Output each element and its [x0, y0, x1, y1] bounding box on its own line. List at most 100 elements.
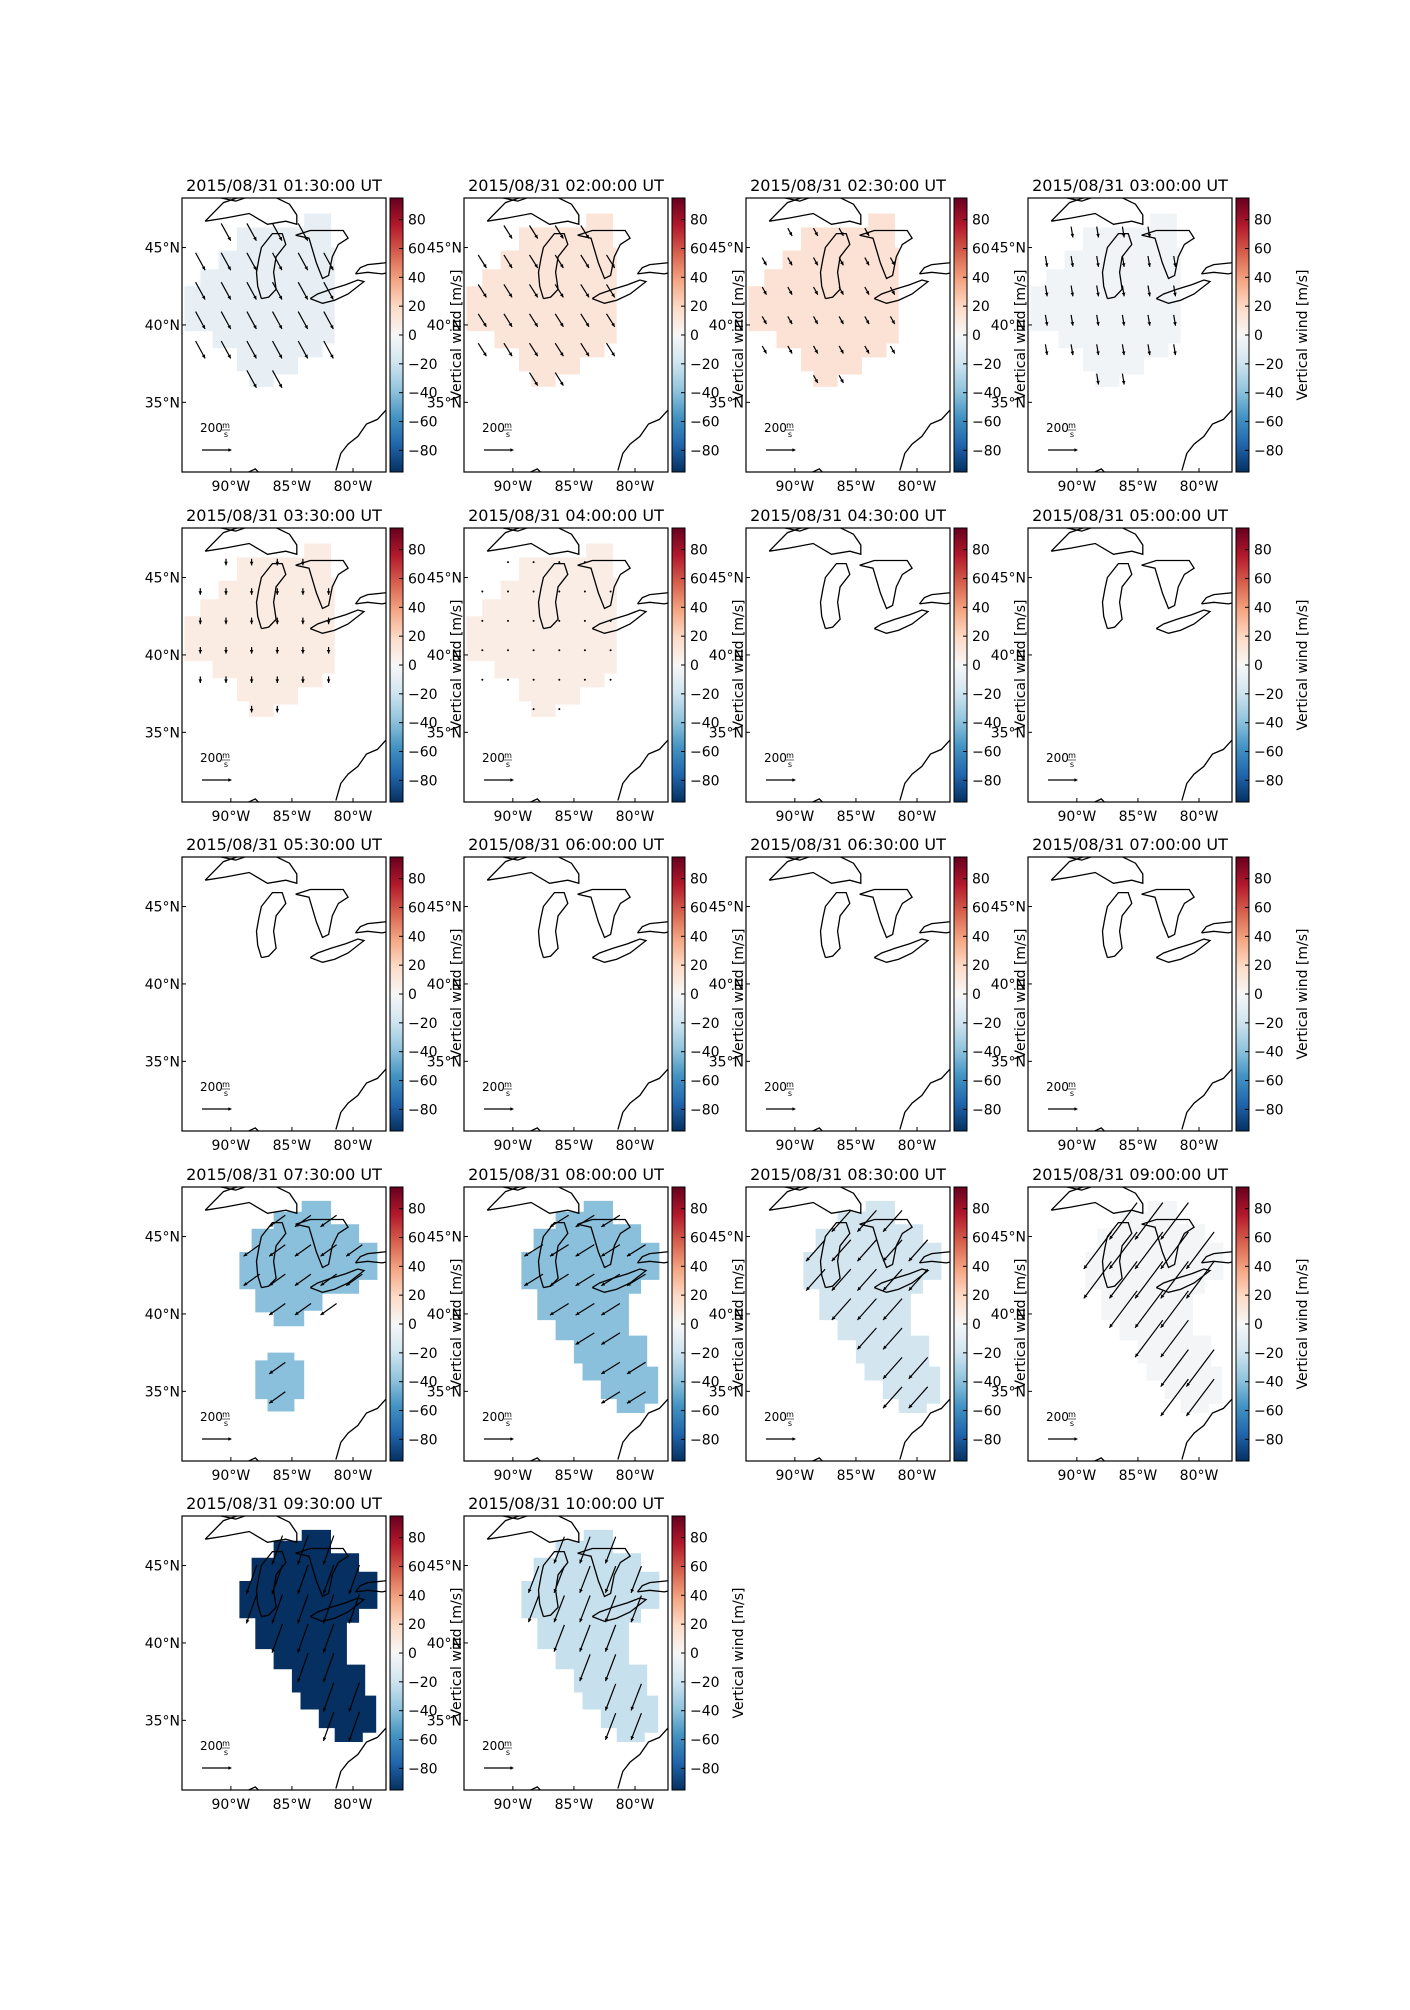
atlantic-coastline — [1181, 1068, 1232, 1130]
colorbar-tick-label: −80 — [1254, 443, 1284, 459]
wind-arrowhead — [553, 1588, 558, 1593]
colorbar-tick-label: −80 — [408, 1102, 438, 1118]
wind-arrowhead — [788, 349, 793, 354]
lon-tick-label: 80°W — [334, 1468, 373, 1484]
wind-arrowhead — [201, 325, 206, 329]
wind-arrowhead — [528, 1618, 532, 1623]
wind-arrows — [481, 561, 612, 711]
reference-arrow-unit-den: s — [506, 1419, 510, 1428]
lon-tick-label: 80°W — [616, 1797, 655, 1813]
wind-arrowhead — [269, 1282, 274, 1286]
wind-arrow — [856, 1268, 877, 1291]
wind-arrowhead — [483, 322, 487, 327]
wind-arrowhead — [227, 266, 231, 271]
map-background — [746, 528, 950, 802]
wind-arrowhead — [630, 1618, 635, 1623]
wind-arrow — [553, 1624, 565, 1652]
atlantic-coastline — [899, 1068, 950, 1130]
wind-arrow — [600, 1244, 621, 1257]
wind-arrowhead — [508, 322, 513, 327]
reference-arrow-unit-num: m — [504, 421, 512, 430]
map-frame — [463, 197, 669, 473]
colorbar-tick-label: −40 — [690, 386, 720, 402]
colorbar-tick-label: 0 — [1254, 658, 1263, 674]
wind-arrowhead — [278, 354, 283, 359]
reference-arrow-unit-den: s — [1070, 760, 1074, 769]
stlawrence-coastline — [1244, 1213, 1303, 1250]
colorbar-tick-label: −20 — [1254, 1016, 1284, 1032]
colorbar-tick-label: −40 — [408, 716, 438, 732]
reference-arrow-unit-den: s — [224, 1089, 228, 1098]
wind-field — [184, 543, 335, 717]
wind-arrows — [523, 1214, 646, 1404]
wind-arrow — [604, 1683, 617, 1711]
wind-arrow — [575, 1273, 595, 1287]
lon-tick-label: 85°W — [273, 1468, 312, 1484]
lat-tick-label: 45°N — [145, 1230, 180, 1246]
wind-arrowhead — [840, 261, 844, 266]
colorbar-tick-label: 60 — [408, 1230, 426, 1246]
wind-arrowhead — [585, 234, 590, 239]
superior-coastline — [486, 198, 580, 226]
erie-coastline — [591, 609, 648, 634]
wind-arrow — [1134, 1319, 1164, 1358]
wind-arrowhead — [348, 1737, 352, 1742]
reference-arrow-unit-den: s — [788, 1419, 792, 1428]
wind-arrowhead — [559, 381, 564, 386]
colorbar-tick-label: 0 — [972, 987, 981, 1003]
wind-arrowhead — [605, 1706, 609, 1711]
wind-arrowhead — [630, 1706, 635, 1711]
wind-arrowhead — [534, 293, 538, 298]
lon-tick-label: 80°W — [1180, 809, 1219, 825]
wind-arrowhead — [1109, 1294, 1113, 1299]
colorbar-tick-label: 20 — [972, 1288, 990, 1304]
colorbar-tick-label: 80 — [690, 1531, 708, 1547]
lon-tick-label: 80°W — [616, 1138, 655, 1154]
wind-arrowhead — [1173, 321, 1177, 326]
colorbar-tick-label: −40 — [408, 1375, 438, 1391]
colorbar-tick-label: −60 — [690, 1733, 720, 1749]
colorbar-tick-label: −40 — [1254, 1045, 1284, 1061]
ontario-coastline — [636, 921, 668, 934]
wind-arrow — [532, 619, 535, 622]
reference-arrow-unit-num: m — [1068, 1410, 1076, 1419]
coastlines — [486, 857, 668, 1131]
panel-title: 2015/08/31 09:00:00 UT — [1032, 1165, 1228, 1184]
colorbar-tick-label: −20 — [1254, 687, 1284, 703]
wind-arrowhead — [1044, 292, 1049, 297]
wind-arrow — [626, 1361, 646, 1375]
wind-arrowhead — [605, 1559, 609, 1564]
wind-arrowhead — [585, 264, 590, 268]
wind-arrowhead — [840, 349, 844, 354]
wind-arrowhead — [559, 234, 564, 239]
lat-tick-label: 35°N — [145, 1384, 180, 1400]
coastlines — [1050, 857, 1232, 1131]
lat-tick-label: 45°N — [991, 900, 1026, 916]
ontario-coastline — [636, 262, 668, 275]
reference-arrow-unit-num: m — [786, 1080, 794, 1089]
wind-arrowhead — [330, 325, 334, 329]
colorbar-tick-label: 40 — [1254, 1259, 1272, 1275]
map-frame — [1027, 527, 1233, 803]
wind-arrowhead — [508, 264, 513, 268]
wind-arrowhead — [534, 352, 538, 357]
wind-arrowhead — [253, 266, 257, 271]
wind-arrowhead — [865, 290, 870, 295]
huron-coastline — [859, 559, 913, 610]
wind-arrowhead — [245, 1619, 250, 1624]
lat-tick-label: 35°N — [427, 395, 462, 411]
colorbar-tick-label: −80 — [408, 1432, 438, 1448]
wind-arrow — [856, 1239, 877, 1262]
reference-arrow-unit-num: m — [222, 1080, 230, 1089]
lon-tick-label: 80°W — [616, 1468, 655, 1484]
wind-arrowhead — [1147, 263, 1151, 267]
wind-arrowhead — [249, 561, 254, 566]
colorbar-tick-label: 40 — [408, 600, 426, 616]
colorbar-tick-label: 40 — [972, 929, 990, 945]
colorbar-tick-label: −20 — [972, 1016, 1002, 1032]
coastlines — [486, 1516, 668, 1790]
wind-arrowhead — [840, 290, 844, 295]
colorbar-tick-label: 60 — [1254, 241, 1272, 257]
wind-arrow — [322, 1711, 335, 1742]
wind-arrowhead — [326, 650, 331, 654]
